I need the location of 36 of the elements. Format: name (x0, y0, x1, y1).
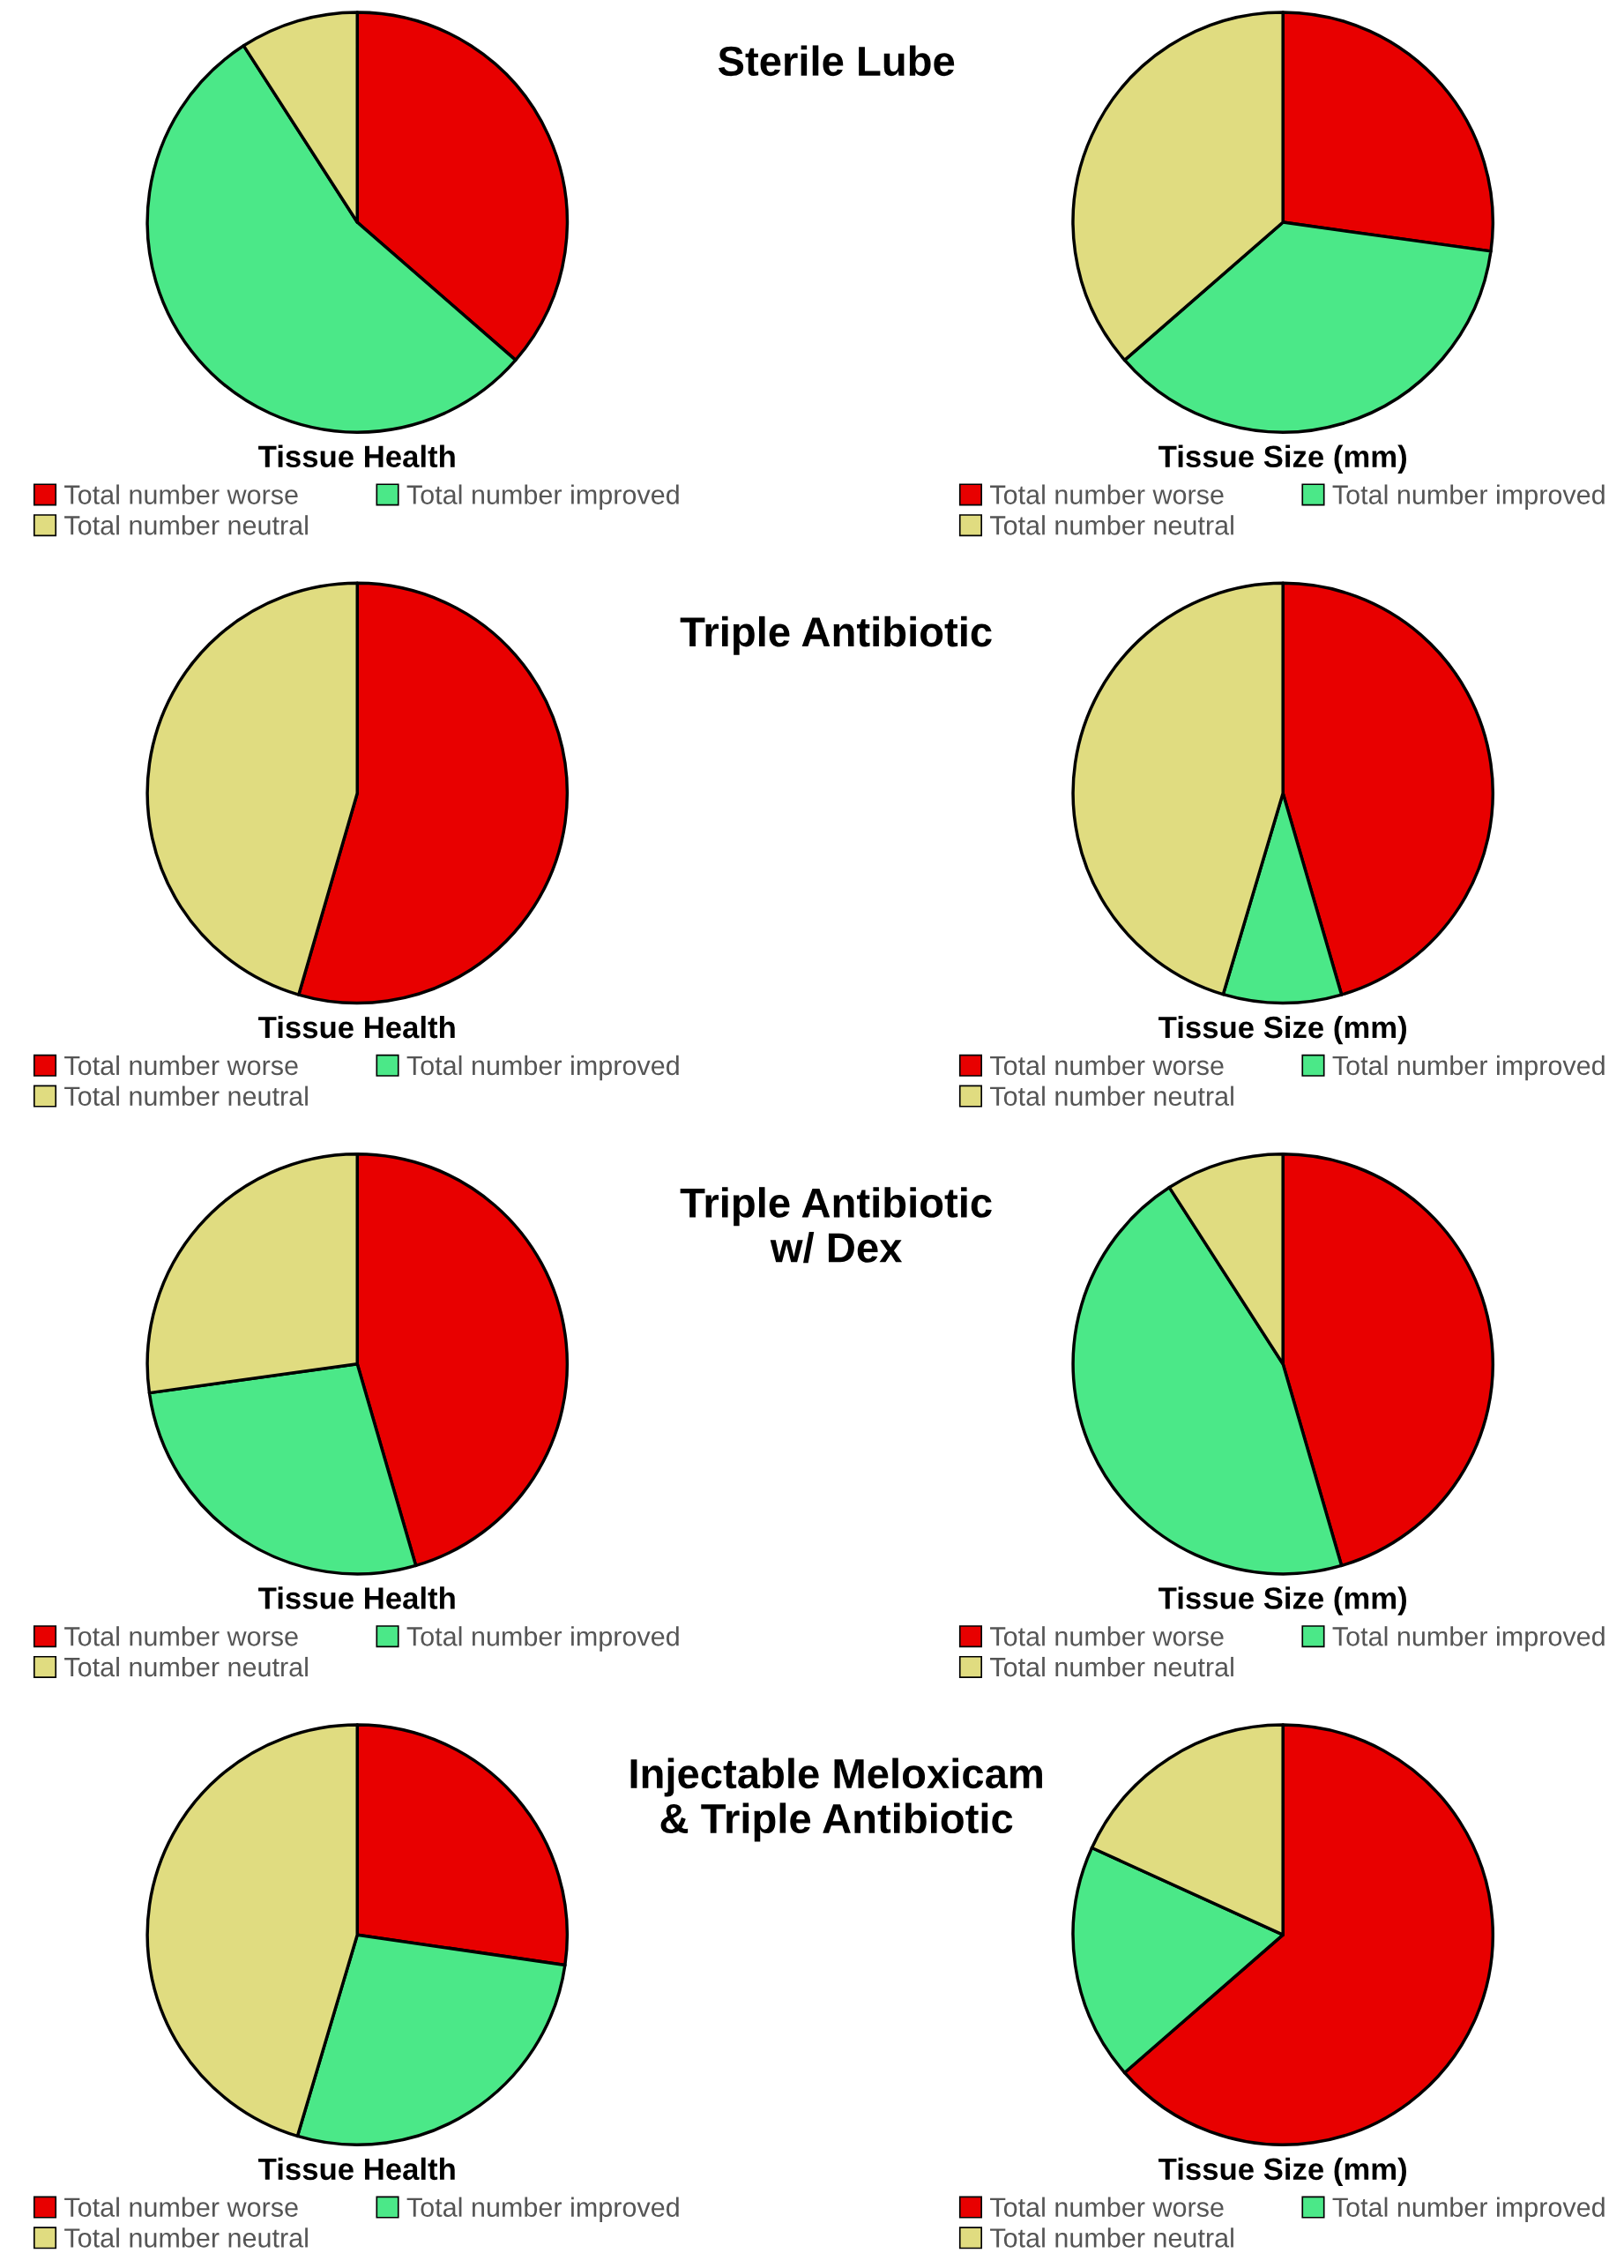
legend-label: Total number worse (64, 1055, 298, 1076)
legend-label: Total number improved (1332, 484, 1605, 510)
text: Triple Antibiotic (680, 615, 992, 655)
legend-label: Total number neutral (64, 515, 308, 535)
legend-label: Total number improved (406, 2197, 679, 2223)
legend-label: Total number worse (64, 1626, 298, 1646)
legend-label: Total number worse (990, 484, 1224, 504)
legend-label: Total number neutral (64, 1086, 308, 1107)
text: Tissue Health (258, 1586, 455, 1609)
text: Tissue Health (258, 1015, 455, 1039)
legend-label: Total number improved (1332, 1626, 1605, 1652)
legend-label: Total number neutral (64, 1656, 308, 1677)
legend-label: Total number neutral (990, 1656, 1233, 1677)
text: Triple Antibiotic w/ Dex (680, 1187, 992, 1264)
legend-label: Total number improved (406, 1626, 679, 1652)
text: Tissue Health (258, 2157, 455, 2181)
text: Tissue Size (mm) (1158, 1015, 1406, 1045)
legend-label: Total number improved (406, 1055, 679, 1081)
text: Tissue Size (mm) (1158, 444, 1406, 474)
legend-label: Total number improved (1332, 1055, 1605, 1081)
legend-label: Total number neutral (990, 1086, 1233, 1107)
text: Sterile Lube (718, 45, 955, 77)
text: Injectable Meloxicam & Triple Antibiotic (630, 1757, 1042, 1842)
legend-label: Total number worse (64, 484, 298, 504)
legend-label: Total number neutral (990, 515, 1233, 535)
legend-label: Total number improved (1332, 2197, 1605, 2223)
legend-label: Total number worse (990, 1626, 1224, 1646)
legend-label: Total number worse (64, 2197, 298, 2217)
legend-label: Total number neutral (990, 2227, 1233, 2248)
text: Tissue Size (mm) (1158, 1586, 1406, 1615)
legend-label: Total number improved (406, 484, 679, 510)
legend-label: Total number worse (990, 2197, 1224, 2217)
text: Tissue Size (mm) (1158, 2157, 1406, 2187)
text: Tissue Health (258, 444, 455, 468)
legend-label: Total number worse (990, 1055, 1224, 1076)
legend-label: Total number neutral (64, 2227, 308, 2248)
